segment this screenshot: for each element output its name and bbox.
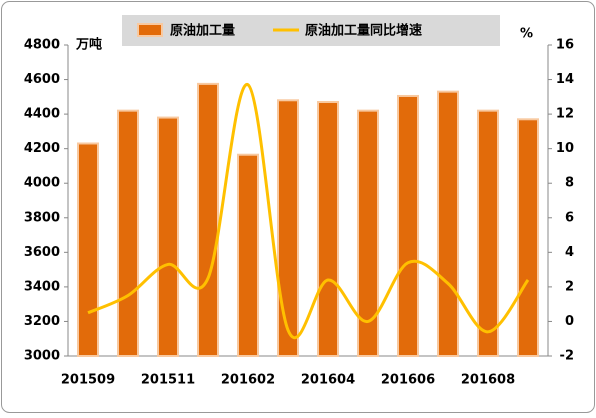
y-tick-label: 3600 (24, 245, 60, 260)
legend-swatch (137, 23, 163, 37)
y2-tick-label: 14 (556, 72, 574, 87)
x-tick-label: 201606 (381, 373, 435, 388)
x-tick-label: 201608 (461, 373, 515, 388)
y-axis-label: 万吨 (75, 37, 102, 53)
y2-tick-label: 4 (565, 245, 574, 260)
bar (477, 109, 499, 358)
y-tick-label: 4200 (24, 141, 60, 156)
x-tick-label: 201509 (61, 373, 115, 388)
bar (317, 101, 339, 358)
y2-tick-label: 6 (565, 210, 574, 225)
bar (77, 142, 99, 357)
y-tick-label: 3800 (24, 210, 60, 225)
y2-tick-label: -2 (560, 349, 574, 364)
line (87, 83, 530, 340)
y-tick-label: 3000 (24, 349, 60, 364)
legend-label: 原油加工量同比增速 (305, 23, 422, 39)
bar (117, 109, 139, 358)
x-tick-label: 201602 (221, 373, 275, 388)
y-tick-label: 4000 (24, 176, 60, 191)
y2-tick-label: 0 (565, 314, 574, 329)
y-tick-label: 3400 (24, 279, 60, 294)
bar (437, 90, 459, 358)
y2-tick-label: 8 (565, 176, 574, 191)
y2-axis-label: % (520, 27, 533, 42)
legend-label: 原油加工量 (170, 23, 235, 39)
x-tick-label: 201511 (141, 373, 195, 388)
y2-tick-label: 16 (556, 38, 574, 53)
bar (197, 82, 219, 357)
y-tick-label: 4600 (24, 72, 60, 87)
bar (277, 99, 299, 357)
x-tick-label: 201604 (301, 373, 355, 388)
y-tick-label: 3200 (24, 314, 60, 329)
y2-tick-label: 12 (556, 107, 574, 122)
bar (357, 109, 379, 358)
y2-tick-label: 10 (556, 141, 574, 156)
bar (237, 153, 259, 357)
bar (397, 94, 419, 357)
bar (517, 118, 539, 357)
y-tick-label: 4800 (24, 38, 60, 53)
legend-box (122, 15, 500, 46)
y2-tick-label: 2 (565, 279, 574, 294)
bar (157, 116, 179, 357)
y-tick-label: 4400 (24, 107, 60, 122)
